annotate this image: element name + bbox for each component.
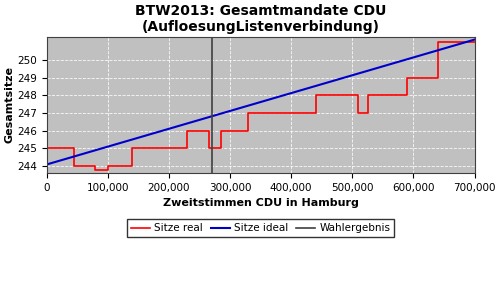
Y-axis label: Gesamtsitze: Gesamtsitze [4, 67, 14, 143]
Sitze real [246, 111, 252, 115]
Sitze real [364, 93, 370, 97]
Sitze real [71, 164, 77, 168]
Sitze real [356, 111, 362, 115]
Sitze real [404, 76, 410, 80]
Sitze real [129, 146, 135, 150]
Sitze real [206, 146, 212, 150]
Sitze real [416, 76, 422, 80]
Line: Sitze real: Sitze real [46, 42, 474, 170]
Sitze real [44, 146, 50, 150]
Sitze real [435, 40, 441, 44]
Sitze real [312, 93, 318, 97]
X-axis label: Zweitstimmen CDU in Hamburg: Zweitstimmen CDU in Hamburg [162, 198, 358, 208]
Title: BTW2013: Gesamtmandate CDU
(AufloesungListenverbindung): BTW2013: Gesamtmandate CDU (AufloesungLi… [135, 4, 386, 34]
Sitze real [218, 129, 224, 132]
Sitze real [472, 40, 478, 44]
Sitze real [104, 164, 110, 168]
Sitze real [340, 93, 346, 97]
Legend: Sitze real, Sitze ideal, Wahlergebnis: Sitze real, Sitze ideal, Wahlergebnis [126, 219, 394, 237]
Sitze real [184, 129, 190, 132]
Sitze real [276, 111, 282, 115]
Sitze real [92, 168, 98, 172]
Sitze real [236, 129, 242, 132]
Sitze real [166, 146, 172, 150]
